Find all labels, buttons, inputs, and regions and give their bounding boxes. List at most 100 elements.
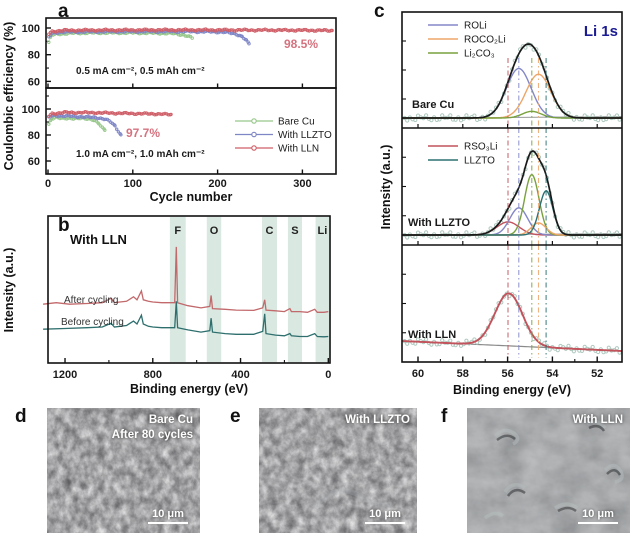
svg-text:LLZTO: LLZTO: [464, 156, 495, 167]
scale-bar-f: 10 μm: [578, 507, 618, 524]
li1s-subplot-2: With LLN: [402, 291, 622, 355]
scale-bar-f-line: [578, 521, 618, 524]
panel-a-subplot-1: 60 80 100 1.0 mA cm⁻², 1.0 mAh cm⁻² 97.7% Bar…: [22, 95, 332, 174]
panel-label-a: a: [58, 1, 69, 22]
panel-c-plot: ROLi ROCO₂Li Li₂CO₃ Bare Cu RSO₃Li LLZTO With …: [379, 11, 623, 397]
svg-text:Before cycling: Before cycling: [61, 317, 124, 328]
svg-text:800: 800: [144, 369, 162, 381]
band-C: [262, 216, 277, 363]
sem-caption-e: With LLZTO: [345, 413, 410, 428]
sem-caption-f-line1: With LLN: [572, 414, 623, 426]
svg-text:RSO₃Li: RSO₃Li: [464, 142, 498, 153]
svg-text:0.5 mA cm⁻², 0.5 mAh cm⁻²: 0.5 mA cm⁻², 0.5 mAh cm⁻²: [76, 66, 205, 77]
svg-text:58: 58: [457, 368, 469, 380]
panel-b-plot: F O C S Li After cycling Before cycling 1200 800…: [2, 215, 331, 396]
series-with-llzto: [47, 113, 123, 137]
panel-label-f: f: [441, 406, 448, 427]
sem-texture-f: [467, 408, 630, 533]
band-O: [206, 216, 222, 363]
svg-text:300: 300: [293, 178, 311, 190]
svg-text:Cycle number: Cycle number: [150, 190, 233, 204]
svg-text:0: 0: [325, 369, 331, 381]
svg-text:60: 60: [28, 76, 40, 88]
scale-bar-d: 10 μm: [148, 507, 188, 524]
svg-text:100: 100: [22, 23, 40, 35]
panel-a-subplot-0: 60 80 100 0.5 mA cm⁻², 0.5 mAh cm⁻² 98.5%: [22, 23, 334, 88]
component-roco2li: [402, 73, 622, 119]
svg-text:80: 80: [28, 130, 40, 142]
svg-text:1.0 mA cm⁻², 1.0 mAh cm⁻²: 1.0 mA cm⁻², 1.0 mAh cm⁻²: [76, 149, 205, 160]
svg-text:Bare Cu: Bare Cu: [412, 99, 454, 111]
scale-bar-f-label: 10 μm: [582, 507, 614, 520]
sem-caption-d-line1: Bare Cu: [148, 414, 193, 426]
svg-text:Li₂CO₃: Li₂CO₃: [464, 49, 495, 60]
svg-text:200: 200: [208, 178, 226, 190]
svg-text:98.5%: 98.5%: [284, 37, 318, 51]
coulombic-efficiency-chart: 60 80 100 0.5 mA cm⁻², 0.5 mAh cm⁻² 98.5% 60 8…: [2, 17, 337, 204]
li1s-xps-chart: ROLi ROCO₂Li Li₂CO₃ Bare Cu RSO₃Li LLZTO With …: [379, 11, 623, 397]
svg-text:With LLN: With LLN: [408, 329, 456, 341]
svg-text:C: C: [266, 225, 274, 237]
sem-texture-d: [47, 408, 200, 533]
svg-text:Binding energy (eV): Binding energy (eV): [453, 383, 571, 397]
svg-text:Coulombic efficiency (%): Coulombic efficiency (%): [2, 22, 16, 171]
svg-text:60: 60: [412, 368, 424, 380]
panel-label-b: b: [58, 215, 70, 236]
sem-surface-features: [483, 420, 624, 520]
sem-texture-e: [259, 408, 417, 533]
xps-survey-chart: F O C S Li After cycling Before cycling 1200 800…: [2, 215, 331, 396]
svg-text:S: S: [291, 225, 298, 237]
survey-curve-survey_after: [43, 246, 329, 313]
scale-bar-d-label: 10 μm: [152, 507, 184, 520]
scale-bar-d-line: [148, 521, 188, 524]
svg-text:Binding energy (eV): Binding energy (eV): [130, 382, 248, 396]
svg-text:54: 54: [546, 368, 559, 380]
sem-caption-d-line2: After 80 cycles: [111, 428, 193, 441]
panel-label-d: d: [15, 406, 27, 427]
svg-text:97.7%: 97.7%: [126, 126, 160, 140]
svg-text:ROCO₂Li: ROCO₂Li: [464, 35, 506, 46]
sem-image-with-lln: With LLN 10 μm: [467, 408, 630, 533]
svg-text:100: 100: [22, 104, 40, 116]
svg-text:Li 1s: Li 1s: [584, 23, 618, 40]
svg-text:60: 60: [28, 156, 40, 168]
svg-text:Bare Cu: Bare Cu: [278, 117, 315, 128]
svg-text:0: 0: [45, 178, 51, 190]
series-with-lln: [47, 27, 334, 36]
li1s-subplot-1: RSO₃Li LLZTO With LLZTO: [402, 142, 622, 240]
svg-text:400: 400: [231, 369, 249, 381]
li1s-subplot-0: ROLi ROCO₂Li Li₂CO₃ Bare Cu: [402, 21, 622, 123]
svg-text:Li: Li: [317, 225, 327, 237]
series-with-lln: [47, 109, 173, 119]
svg-text:56: 56: [501, 368, 513, 380]
band-Li: [315, 216, 330, 363]
survey-curve-survey_before: [43, 301, 329, 338]
svg-text:O: O: [210, 225, 219, 237]
sem-surface-shadows: [496, 424, 622, 513]
band-S: [287, 216, 302, 363]
sem-ridge-feature: [312, 488, 393, 510]
svg-text:80: 80: [28, 50, 40, 62]
scale-bar-e-line: [365, 521, 405, 524]
panel-label-e: e: [230, 406, 241, 427]
svg-text:Intensity (a.u.): Intensity (a.u.): [379, 145, 393, 230]
panel-a-plot: 60 80 100 0.5 mA cm⁻², 0.5 mAh cm⁻² 98.5% 60 8…: [2, 17, 337, 204]
sem-image-with-llzto: With LLZTO 10 μm: [259, 408, 417, 533]
scale-bar-e-label: 10 μm: [369, 507, 401, 520]
svg-text:With LLN: With LLN: [278, 144, 319, 155]
svg-text:With LLZTO: With LLZTO: [408, 217, 470, 229]
sem-caption-e-line1: With LLZTO: [345, 414, 410, 426]
svg-text:F: F: [174, 225, 181, 237]
sem-image-bare-cu: Bare Cu After 80 cycles 10 μm: [47, 408, 200, 533]
svg-text:After cycling: After cycling: [64, 295, 118, 306]
svg-text:52: 52: [591, 368, 603, 380]
sem-caption-d: Bare Cu After 80 cycles: [112, 413, 193, 443]
sem-caption-f: With LLN: [573, 413, 623, 428]
scale-bar-e: 10 μm: [365, 507, 405, 524]
svg-text:100: 100: [124, 178, 142, 190]
svg-text:With LLZTO: With LLZTO: [278, 130, 332, 141]
svg-text:Intensity (a.u.): Intensity (a.u.): [2, 248, 16, 333]
svg-text:1200: 1200: [53, 369, 77, 381]
panel-label-c: c: [374, 1, 385, 22]
